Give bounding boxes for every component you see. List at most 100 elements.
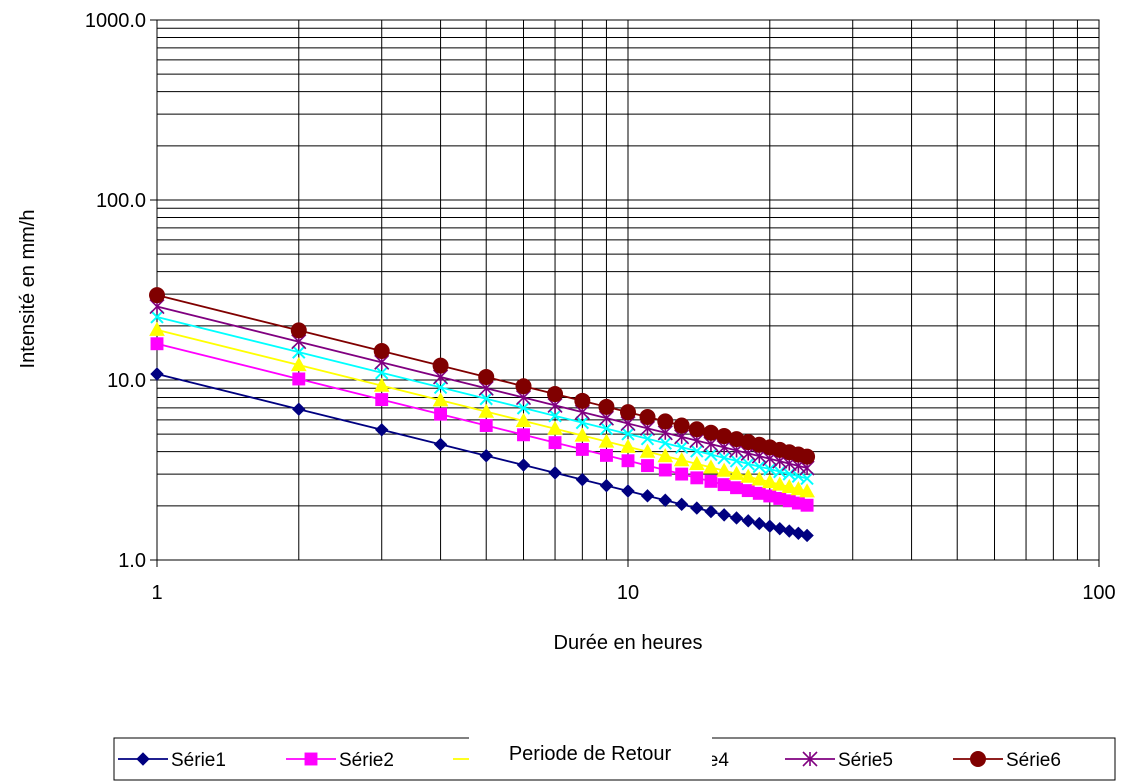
circle-marker: [620, 404, 636, 421]
diamond-marker: [729, 511, 744, 525]
square-marker: [658, 463, 672, 477]
legend: Série1Série2Série3Série4Série5Série6Peri…: [113, 727, 1116, 781]
y-axis-title: Intensité en mm/h: [17, 210, 39, 369]
square-marker: [675, 467, 689, 481]
diamond-marker: [674, 497, 689, 512]
triangle-marker: [515, 412, 532, 427]
triangle-marker: [688, 455, 705, 471]
circle-marker: [657, 413, 674, 430]
x-marker: [621, 427, 635, 441]
square-marker: [304, 752, 318, 766]
series-Série1: [150, 367, 814, 543]
diamond-marker: [516, 458, 531, 472]
x-marker: [717, 451, 731, 465]
triangle-marker: [290, 357, 307, 372]
triangle-marker: [771, 476, 788, 491]
x-marker: [479, 392, 493, 406]
x-marker: [658, 436, 673, 450]
x-tick-label: 100: [1082, 582, 1115, 604]
circle-marker: [574, 392, 591, 409]
square-marker: [517, 428, 530, 442]
square-marker: [641, 459, 654, 473]
diamond-marker: [763, 519, 777, 533]
legend-entry: Série1: [118, 750, 226, 771]
x-marker: [674, 440, 689, 454]
overlay-box: [469, 727, 712, 767]
diamond-marker: [717, 508, 731, 522]
triangle-marker: [373, 377, 390, 392]
square-marker: [690, 471, 704, 485]
diamond-marker: [292, 402, 306, 416]
diamond-marker: [548, 466, 562, 480]
triangle-marker: [799, 483, 815, 498]
y-tick-label: 10.0: [107, 370, 146, 392]
legend-entry: Série5: [785, 750, 893, 771]
triangle-marker: [598, 433, 615, 448]
star-marker: [802, 751, 818, 767]
triangle-marker: [149, 321, 165, 336]
x-tick-label: 10: [617, 582, 639, 604]
legend-entry: Série6: [953, 750, 1061, 771]
plot-area: [156, 19, 1100, 561]
diamond-marker: [658, 493, 673, 507]
triangle-marker: [547, 420, 563, 435]
diamond-marker: [741, 514, 755, 528]
y-tick-label: 100.0: [96, 190, 146, 212]
y-tick-label: 1.0: [118, 550, 146, 572]
triangle-marker: [620, 438, 636, 453]
x-marker: [690, 444, 704, 458]
circle-marker: [478, 368, 495, 385]
square-marker: [548, 436, 562, 450]
triangle-marker: [728, 465, 745, 480]
triangle-marker: [673, 452, 690, 467]
circle-marker: [598, 398, 615, 415]
x-marker: [516, 401, 531, 415]
legend-title-overlay: Periode de Retour: [469, 727, 712, 767]
diamond-marker: [136, 752, 150, 766]
x-axis-ticks: 1 10 100: [151, 560, 1116, 604]
series-Série2: [150, 337, 814, 512]
circle-marker: [547, 386, 564, 403]
x-marker: [599, 421, 614, 436]
x-marker: [150, 310, 164, 324]
triangle-marker: [639, 443, 656, 458]
square-marker: [730, 481, 743, 495]
x-tick-label: 1: [151, 582, 162, 604]
circle-marker: [432, 357, 449, 374]
x-marker: [752, 459, 767, 474]
x-marker: [292, 345, 306, 359]
circle-marker: [799, 448, 816, 465]
series-layer: [149, 287, 816, 543]
circle-marker: [149, 287, 165, 304]
square-marker: [479, 419, 493, 432]
triangle-marker: [751, 471, 768, 486]
series-Série6: [149, 287, 816, 465]
circle-marker: [290, 322, 307, 339]
square-marker: [599, 448, 613, 462]
square-marker: [375, 393, 389, 407]
square-marker: [292, 372, 306, 386]
diamond-marker: [773, 521, 787, 536]
x-marker: [763, 462, 777, 476]
circle-marker: [515, 378, 532, 395]
diamond-marker: [433, 437, 448, 452]
square-marker: [434, 407, 448, 421]
triangle-marker: [432, 392, 449, 407]
diamond-marker: [575, 472, 590, 487]
triangle-marker: [781, 478, 798, 493]
square-marker: [717, 478, 731, 492]
legend-label: Série1: [171, 750, 226, 771]
overlay-label: Periode de Retour: [509, 743, 672, 765]
x-axis-title: Durée en heures: [554, 632, 703, 654]
triangle-marker: [761, 474, 778, 489]
square-marker: [704, 474, 718, 488]
diamond-marker: [752, 516, 767, 531]
diamond-marker: [704, 504, 718, 519]
series-line: [156, 305, 808, 469]
diamond-marker: [800, 528, 814, 543]
triangle-marker: [703, 459, 719, 474]
triangle-marker: [740, 468, 757, 483]
x-marker: [575, 415, 590, 430]
legend-entry: Série2: [286, 750, 394, 771]
